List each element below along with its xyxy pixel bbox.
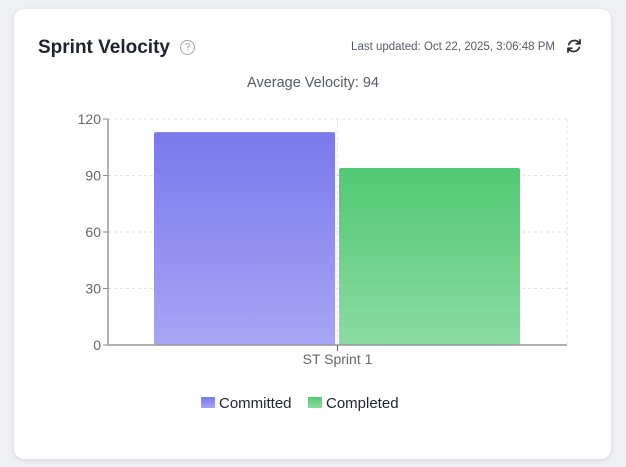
legend-label: Completed [326,395,399,412]
legend-swatch [201,397,215,408]
y-tick-label: 60 [85,224,101,240]
refresh-icon[interactable] [565,37,583,55]
x-tick-label: ST Sprint 1 [303,351,373,367]
y-tick-label: 120 [78,111,102,127]
bar-committed [154,132,335,345]
legend-swatch [308,397,322,408]
card-title: Sprint Velocity [38,37,170,58]
legend-label: Committed [219,395,292,412]
bar-completed [339,167,520,345]
y-tick-label: 0 [93,337,101,353]
last-updated-text: Last updated: Oct 22, 2025, 3:06:48 PM [351,41,555,53]
question-circle-icon[interactable]: ? [180,40,195,55]
y-tick-label: 30 [85,281,101,297]
y-tick-label: 90 [85,168,101,184]
chart-title: Average Velocity: 94 [247,75,379,91]
